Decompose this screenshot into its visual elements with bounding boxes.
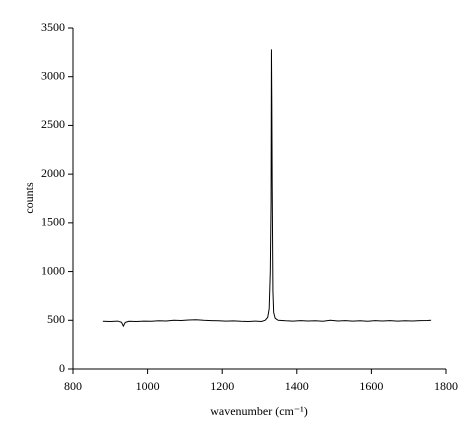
x-tick-label: 1600 — [359, 379, 383, 393]
y-tick-label: 1500 — [41, 215, 65, 229]
y-tick-label: 1000 — [41, 263, 65, 277]
y-tick-label: 2500 — [41, 117, 65, 131]
x-tick-label: 1000 — [136, 379, 160, 393]
y-tick-label: 0 — [59, 361, 65, 375]
x-axis-label: wavenumber (cm⁻¹) — [210, 404, 308, 418]
y-axis-label: counts — [22, 182, 36, 214]
x-tick-label: 1400 — [285, 379, 309, 393]
x-tick-label: 1800 — [434, 379, 458, 393]
x-tick-label: 1200 — [210, 379, 234, 393]
y-tick-label: 3500 — [41, 20, 65, 34]
y-tick-label: 3000 — [41, 68, 65, 82]
x-tick-label: 800 — [64, 379, 82, 393]
y-tick-label: 500 — [47, 312, 65, 326]
y-tick-label: 2000 — [41, 166, 65, 180]
spectrum-line — [102, 49, 432, 328]
